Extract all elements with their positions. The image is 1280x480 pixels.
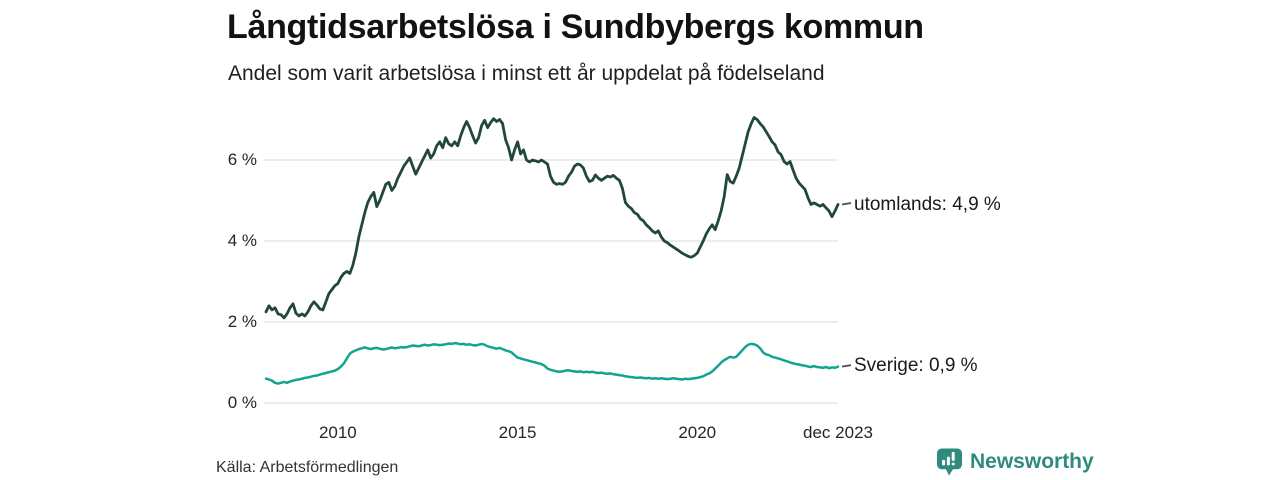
y-axis-tick-4: 4 % <box>227 231 257 250</box>
newsworthy-wordmark: Newsworthy <box>970 450 1094 473</box>
line-series-utomlands <box>264 116 840 320</box>
series-end-label-sverige: Sverige: 0,9 % <box>854 355 978 376</box>
newsworthy-bubble-chart-icon <box>936 448 963 476</box>
label-connector-utomlands <box>841 202 852 206</box>
source-caption: Källa: Arbetsförmedlingen <box>216 459 399 476</box>
y-axis-tick-2: 2 % <box>227 312 257 331</box>
line-series-sverige <box>264 341 840 385</box>
gridlines <box>264 159 838 404</box>
label-connector-sverige <box>841 364 852 368</box>
x-axis-tick-dec-2023: dec 2023 <box>803 423 873 442</box>
newsworthy-logo: Newsworthy <box>936 447 1094 477</box>
series-end-label-utomlands: utomlands: 4,9 % <box>854 194 1001 215</box>
chart-subtitle: Andel som varit arbetslösa i minst ett å… <box>228 62 825 85</box>
y-axis-tick-6: 6 % <box>227 150 257 169</box>
x-axis-tick-2010: 2010 <box>318 423 357 442</box>
x-axis-tick-2015: 2015 <box>498 423 537 442</box>
chart-title: Långtidsarbetslösa i Sundbybergs kommun <box>227 8 924 46</box>
x-axis-tick-2020: 2020 <box>678 423 717 442</box>
y-axis-tick-0: 0 % <box>227 393 257 412</box>
